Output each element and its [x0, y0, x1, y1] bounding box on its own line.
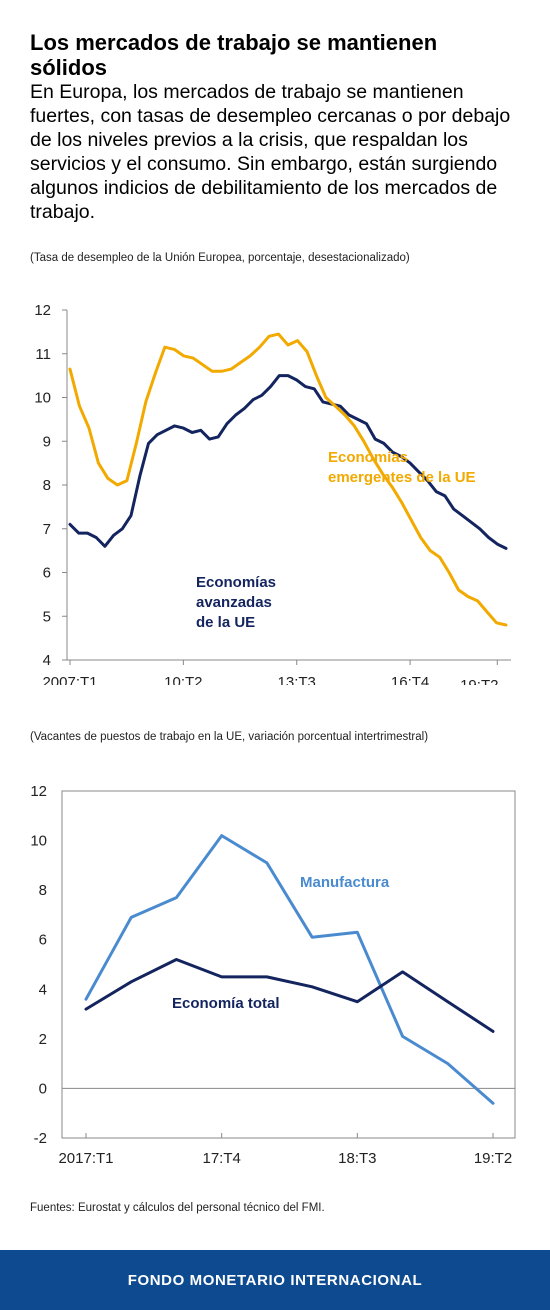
chart1-y-tick-label: 6	[43, 565, 51, 582]
chart2-y-tick-label: 0	[39, 1080, 47, 1097]
chart1-y-tick-label: 11	[35, 346, 51, 363]
chart1-y-tick-label: 9	[43, 433, 51, 450]
chart1-x-tick-label: 16:T4	[391, 674, 429, 685]
chart2-y-tick-label: 8	[39, 882, 47, 899]
chart2-legend-manufacturing: Manufactura	[300, 874, 390, 891]
chart2-y-tick-label: 10	[30, 833, 47, 850]
chart1-x-tick-label: 19:T2	[460, 677, 498, 685]
chart1-legend-advanced: Economías	[196, 574, 276, 591]
chart2-x-tick-label: 18:T3	[338, 1150, 376, 1167]
chart1-y-tick-label: 12	[34, 302, 51, 319]
chart1-y-tick-label: 8	[43, 477, 51, 494]
chart2-y-tick-label: 4	[39, 981, 47, 998]
chart2-note: (Vacantes de puestos de trabajo en la UE…	[30, 731, 429, 743]
chart2-series-line	[84, 958, 495, 1033]
chart1-x-tick-label: 13:T3	[278, 674, 316, 685]
chart1-series-line	[68, 332, 508, 627]
vacancies-chart: -2 0 2 4 6 8 10 12 2017:T1 17:T4 18:T3 19:T2 Manufac…	[30, 783, 516, 1167]
page-subtitle: En Europa, los mercados de trabajo se ma…	[30, 81, 511, 223]
chart2-y-tick-label: 6	[39, 932, 47, 949]
chart1-legend-advanced: de la UE	[196, 614, 255, 631]
chart1-legend-advanced: avanzadas	[196, 594, 272, 611]
chart1-legend-emerging: Economías	[328, 449, 408, 466]
chart1-plot: 4 5 6 7 8 9 10 11 12 2007:T1 10:T2 13:T3 16:T4 19:T2 E…	[34, 302, 511, 685]
chart1-y-tick-label: 7	[43, 521, 51, 538]
chart2-y-tick-label: 12	[30, 783, 47, 800]
chart1-legend-emerging: emergentes de la UE	[328, 469, 476, 486]
chart1-series-line	[68, 374, 508, 550]
chart2-legend-total: Economía total	[172, 995, 280, 1012]
chart2-x-tick-label: 17:T4	[202, 1150, 240, 1167]
chart2-y-tick-label: -2	[34, 1130, 47, 1147]
footer-bar: FONDO MONETARIO INTERNACIONAL	[0, 1250, 550, 1310]
chart2-y-tick-label: 2	[39, 1031, 47, 1048]
chart1-y-tick-label: 10	[34, 390, 51, 407]
chart1-x-tick-label: 10:T2	[164, 674, 202, 685]
chart1-x-tick-label: 2007:T1	[42, 674, 97, 685]
footer-label: FONDO MONETARIO INTERNACIONAL	[127, 1271, 423, 1289]
chart1-y-tick-label: 4	[43, 652, 51, 669]
chart2-frame	[61, 790, 516, 1139]
source-note: Fuentes: Eurostat y cálculos del persona…	[30, 1202, 325, 1214]
chart2-x-tick-label: 19:T2	[474, 1150, 512, 1167]
chart1-note: (Tasa de desempleo de la Unión Europea, …	[30, 252, 410, 264]
chart2-x-tick-label: 2017:T1	[58, 1150, 113, 1167]
chart2-series-line	[84, 834, 495, 1105]
page-title: Los mercados de trabajo se mantienen sól…	[30, 30, 438, 80]
chart1-y-tick-label: 5	[43, 608, 51, 625]
unemployment-chart: 4 5 6 7 8 9 10 11 12 2007:T1 10:T2 13:T3 16:T4 19:T2 E…	[34, 302, 511, 685]
